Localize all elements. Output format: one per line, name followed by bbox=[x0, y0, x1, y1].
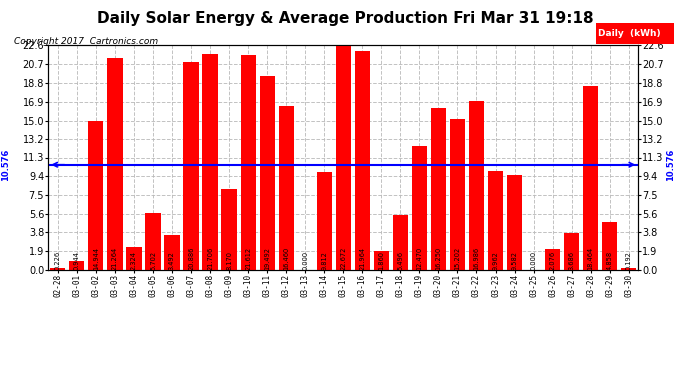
Text: 20.886: 20.886 bbox=[188, 246, 194, 270]
Text: 16.250: 16.250 bbox=[435, 246, 442, 270]
Text: Copyright 2017  Cartronics.com: Copyright 2017 Cartronics.com bbox=[14, 38, 158, 46]
Bar bbox=[146, 213, 161, 270]
Text: 12.470: 12.470 bbox=[416, 246, 422, 270]
Bar bbox=[602, 222, 618, 270]
Text: 8.170: 8.170 bbox=[226, 251, 232, 270]
Text: Daily  (kWh): Daily (kWh) bbox=[598, 29, 661, 38]
Text: 0.944: 0.944 bbox=[74, 251, 80, 270]
Text: 16.986: 16.986 bbox=[473, 246, 480, 270]
Text: 21.612: 21.612 bbox=[245, 246, 251, 270]
Text: 0.000: 0.000 bbox=[531, 251, 537, 270]
Bar bbox=[393, 215, 408, 270]
Bar bbox=[317, 172, 332, 270]
Bar bbox=[184, 62, 199, 270]
Text: 2.076: 2.076 bbox=[550, 251, 555, 270]
FancyBboxPatch shape bbox=[595, 22, 674, 44]
Bar bbox=[202, 54, 217, 270]
Bar bbox=[279, 106, 294, 270]
Bar bbox=[50, 268, 66, 270]
Text: 22.672: 22.672 bbox=[340, 246, 346, 270]
Text: 0.192: 0.192 bbox=[626, 251, 632, 270]
Text: 4.858: 4.858 bbox=[607, 251, 613, 270]
Text: 10.576: 10.576 bbox=[1, 148, 10, 181]
Text: 14.944: 14.944 bbox=[93, 246, 99, 270]
Text: 18.464: 18.464 bbox=[588, 246, 593, 270]
Bar bbox=[412, 146, 427, 270]
Text: 21.706: 21.706 bbox=[207, 246, 213, 270]
Bar bbox=[488, 171, 503, 270]
Bar bbox=[621, 268, 636, 270]
Bar bbox=[221, 189, 237, 270]
Text: 3.492: 3.492 bbox=[169, 251, 175, 270]
Text: 21.964: 21.964 bbox=[359, 246, 365, 270]
Text: 9.962: 9.962 bbox=[493, 251, 498, 270]
Text: 3.686: 3.686 bbox=[569, 251, 575, 270]
Bar bbox=[545, 249, 560, 270]
Text: Daily Solar Energy & Average Production Fri Mar 31 19:18: Daily Solar Energy & Average Production … bbox=[97, 11, 593, 26]
Text: 0.000: 0.000 bbox=[302, 251, 308, 270]
Bar bbox=[126, 247, 141, 270]
Bar bbox=[335, 44, 351, 270]
Bar bbox=[259, 76, 275, 270]
Bar bbox=[564, 233, 580, 270]
Text: 9.812: 9.812 bbox=[322, 251, 327, 270]
Text: 21.264: 21.264 bbox=[112, 246, 118, 270]
Text: 0.226: 0.226 bbox=[55, 251, 61, 270]
Bar bbox=[374, 252, 389, 270]
Text: Average  (kWh): Average (kWh) bbox=[495, 29, 574, 38]
Text: 15.202: 15.202 bbox=[455, 246, 460, 270]
Bar bbox=[583, 86, 598, 270]
Text: 19.492: 19.492 bbox=[264, 246, 270, 270]
Text: 2.324: 2.324 bbox=[131, 251, 137, 270]
Bar bbox=[108, 58, 123, 270]
Bar bbox=[507, 175, 522, 270]
Bar bbox=[164, 235, 179, 270]
Bar bbox=[355, 51, 370, 270]
Text: 1.860: 1.860 bbox=[378, 251, 384, 270]
Text: 5.496: 5.496 bbox=[397, 251, 404, 270]
Bar bbox=[88, 121, 104, 270]
Bar bbox=[431, 108, 446, 270]
Bar bbox=[241, 55, 256, 270]
Text: 10.576: 10.576 bbox=[667, 148, 676, 181]
Text: 16.460: 16.460 bbox=[283, 246, 289, 270]
Bar bbox=[450, 118, 465, 270]
Bar bbox=[69, 261, 84, 270]
Text: 9.582: 9.582 bbox=[511, 251, 518, 270]
Text: 5.702: 5.702 bbox=[150, 251, 156, 270]
Bar bbox=[469, 101, 484, 270]
